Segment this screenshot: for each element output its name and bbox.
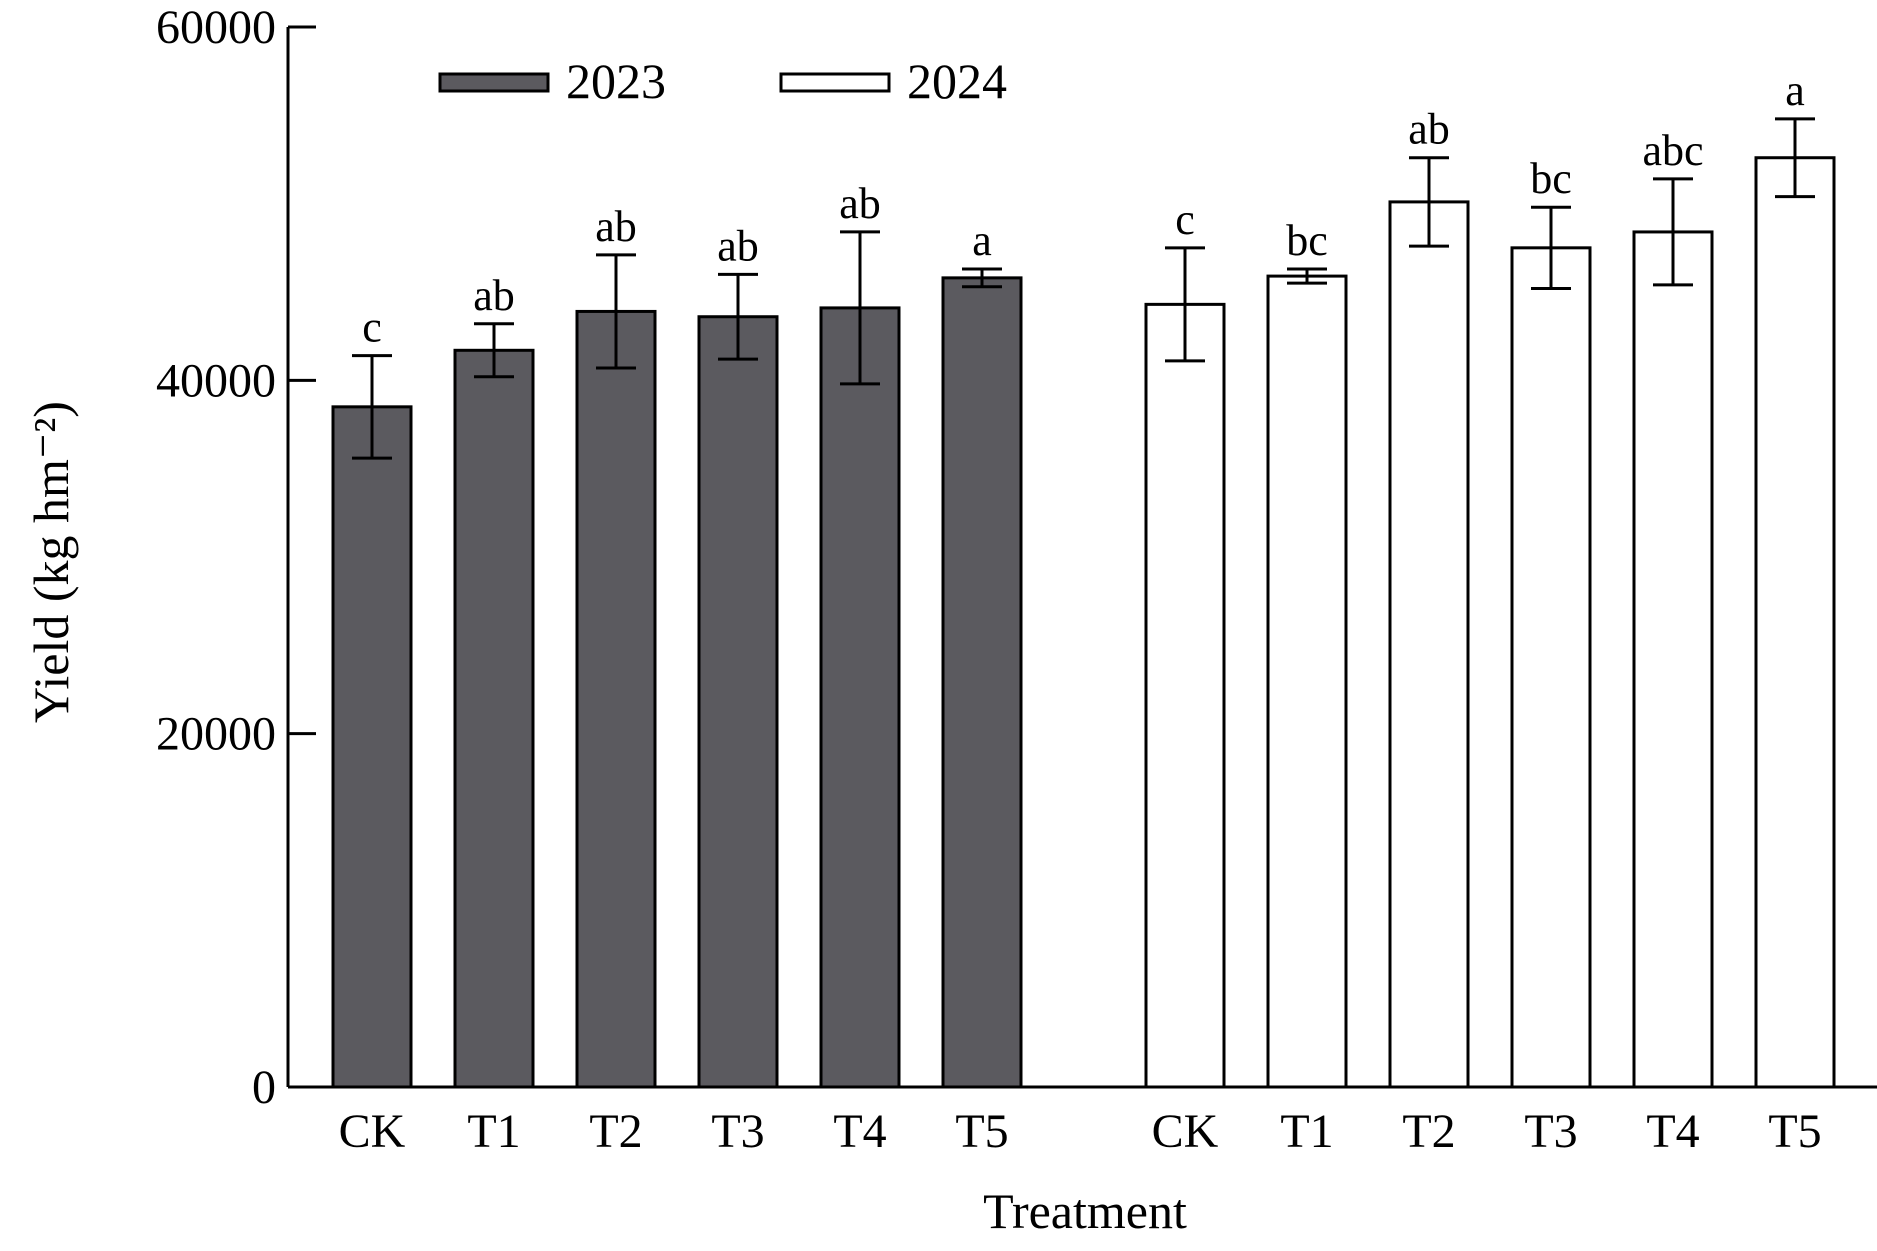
legend-swatch-2024	[779, 72, 891, 93]
significance-label: bc	[1286, 216, 1328, 265]
legend: 2023 2024	[438, 53, 1007, 109]
bar-2023-T2	[575, 309, 657, 1089]
bar-2023-T1	[453, 348, 535, 1089]
significance-label: ab	[1408, 105, 1450, 154]
y-tick-label: 0	[252, 1061, 276, 1114]
category-label: CK	[339, 1105, 406, 1158]
bars	[331, 156, 1836, 1089]
bar-2024-T1	[1266, 274, 1348, 1089]
bar-2024-T4	[1632, 230, 1714, 1089]
y-axis-title: Yield (kg hm⁻²)	[23, 401, 79, 723]
legend-swatch-2023	[438, 72, 550, 93]
y-tick-label: 40000	[156, 354, 276, 407]
bar-2023-T3	[697, 315, 779, 1089]
y-tick-label: 60000	[156, 1, 276, 54]
category-label: T3	[711, 1105, 764, 1158]
labels: 0 20000 40000 60000 c CK ab T1 ab T2 ab T3 ab T4 a T5 c C…	[156, 1, 1822, 1158]
bar-2024-CK	[1144, 302, 1226, 1089]
significance-label: abc	[1642, 126, 1703, 175]
significance-label: a	[1785, 66, 1805, 115]
bar-2023-T5	[941, 276, 1023, 1089]
legend-label-2024: 2024	[907, 53, 1007, 109]
bar-2024-T5	[1754, 156, 1836, 1089]
category-label: T3	[1524, 1105, 1577, 1158]
bar-2023-CK	[331, 405, 413, 1089]
x-axis-title: Treatment	[983, 1183, 1187, 1239]
bar-2024-T2	[1388, 200, 1470, 1089]
significance-label: c	[1175, 195, 1195, 244]
category-label: CK	[1152, 1105, 1219, 1158]
category-label: T5	[955, 1105, 1008, 1158]
category-label: T2	[589, 1105, 642, 1158]
bar-2024-T3	[1510, 246, 1592, 1089]
significance-label: a	[972, 216, 992, 265]
category-label: T1	[467, 1105, 520, 1158]
significance-label: bc	[1530, 154, 1572, 203]
y-tick-label: 20000	[156, 708, 276, 761]
significance-label: c	[362, 303, 382, 352]
bar-2023-T4	[819, 306, 901, 1089]
error-bars	[352, 117, 1815, 460]
significance-label: ab	[839, 179, 881, 228]
category-label: T5	[1768, 1105, 1821, 1158]
significance-label: ab	[473, 271, 515, 320]
significance-label: ab	[595, 202, 637, 251]
category-label: T4	[1646, 1105, 1699, 1158]
legend-label-2023: 2023	[566, 53, 666, 109]
category-label: T2	[1402, 1105, 1455, 1158]
significance-label: ab	[717, 221, 759, 270]
category-label: T4	[833, 1105, 886, 1158]
category-label: T1	[1280, 1105, 1333, 1158]
